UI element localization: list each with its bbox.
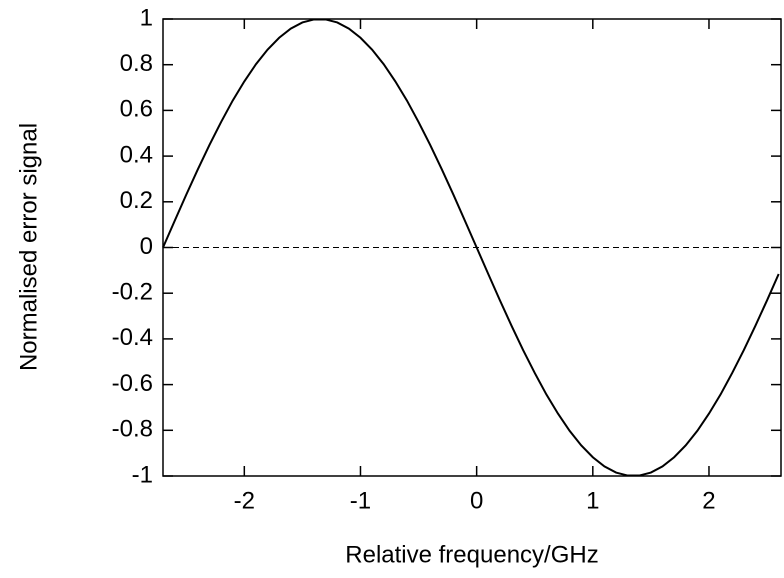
y-tick-label: -0.2 [112,279,153,306]
y-tick-label: -0.4 [112,324,153,351]
y-tick-label: -0.8 [112,416,153,443]
y-tick-label: 0.4 [120,141,153,168]
line [162,18,780,477]
x-axis-label: Relative frequency/GHz [345,541,598,568]
y-tick-label: 0 [140,233,153,260]
y-axis-label: Normalised error signal [15,123,42,371]
x-tick-label: -2 [234,487,255,514]
plot-frame [162,18,782,477]
y-tick-label: 0.8 [120,50,153,77]
x-tick-label: 2 [702,487,715,514]
y-tick-label: 1 [140,4,153,31]
y-tick-label: 0.2 [120,187,153,214]
y-tick-label: 0.6 [120,96,153,123]
x-tick-label: 0 [470,487,483,514]
x-tick-label: -1 [350,487,371,514]
y-tick-label: -0.6 [112,370,153,397]
y-tick-label: -1 [132,461,153,488]
x-tick-label: 1 [586,487,599,514]
